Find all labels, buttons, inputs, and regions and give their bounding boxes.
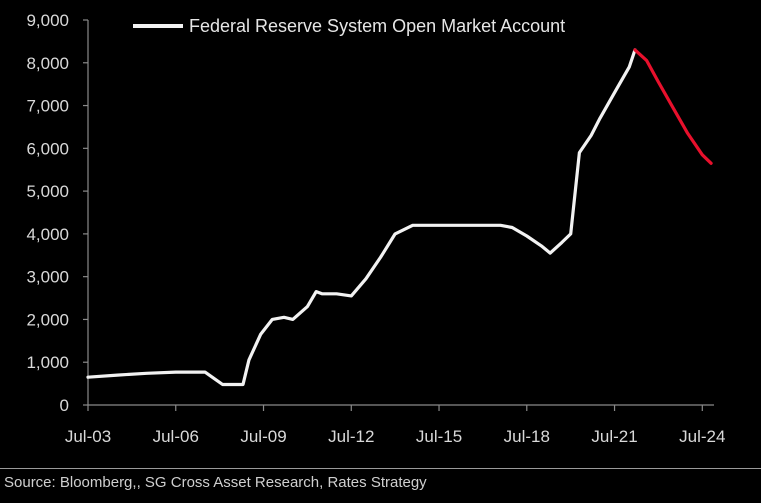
x-tick-label: Jul-12 xyxy=(328,427,374,446)
y-tick-label: 4,000 xyxy=(26,225,69,244)
x-tick-label: Jul-24 xyxy=(679,427,725,446)
y-tick-label: 3,000 xyxy=(26,268,69,287)
y-tick-label: 0 xyxy=(60,396,69,415)
x-tick-label: Jul-09 xyxy=(240,427,286,446)
x-tick-label: Jul-21 xyxy=(591,427,637,446)
y-tick-label: 2,000 xyxy=(26,310,69,329)
series-line xyxy=(86,48,637,387)
y-tick-label: 9,000 xyxy=(26,11,69,30)
legend-label: Federal Reserve System Open Market Accou… xyxy=(189,16,565,36)
x-tick-label: Jul-06 xyxy=(153,427,199,446)
y-tick-label: 6,000 xyxy=(26,139,69,158)
y-tick-label: 8,000 xyxy=(26,54,69,73)
y-tick-label: 5,000 xyxy=(26,182,69,201)
y-ticks: 0 1,000 2,000 3,000 4,000 5,000 6,000 7,000 8,00… xyxy=(26,11,88,415)
y-tick-label: 1,000 xyxy=(26,353,69,372)
projection-line xyxy=(633,48,713,165)
chart: 0 1,000 2,000 3,000 4,000 5,000 6,000 7,000 8,00… xyxy=(26,11,725,446)
x-tick-label: Jul-18 xyxy=(504,427,550,446)
x-ticks: Jul-03 Jul-06 Jul-09 Jul-12 Jul-15 Jul-18 Jul-… xyxy=(65,405,725,446)
source-note: Source: Bloomberg,, SG Cross Asset Resea… xyxy=(4,474,427,491)
footer-divider xyxy=(0,468,761,469)
x-tick-label: Jul-15 xyxy=(416,427,462,446)
series-layer xyxy=(86,48,713,387)
legend: Federal Reserve System Open Market Accou… xyxy=(133,16,565,36)
x-tick-label: Jul-03 xyxy=(65,427,111,446)
y-tick-label: 7,000 xyxy=(26,97,69,116)
